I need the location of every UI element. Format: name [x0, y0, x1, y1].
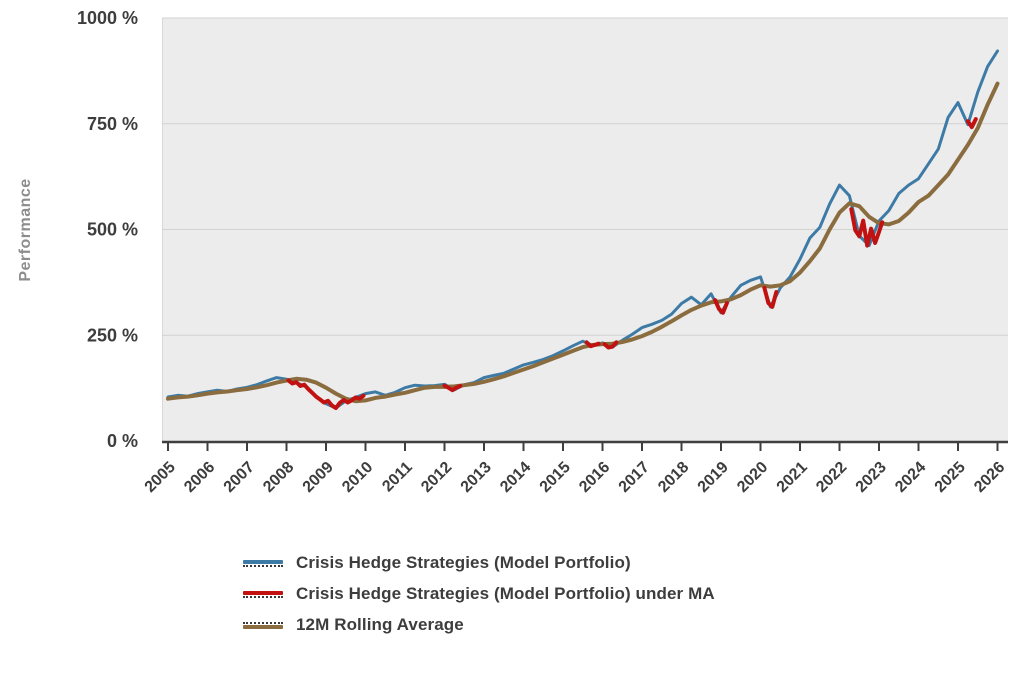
legend-swatch-blue-line [243, 559, 283, 567]
x-tick-label: 2025 [932, 459, 969, 496]
legend-item-model-portfolio[interactable]: Crisis Hedge Strategies (Model Portfolio… [243, 553, 715, 573]
x-tick-label: 2008 [260, 459, 297, 496]
blue-line-swatch [243, 559, 283, 564]
x-tick-label: 2009 [300, 459, 337, 496]
series-under-ma-segment-4 [713, 298, 729, 315]
series-under-ma-segment-6 [849, 207, 885, 248]
x-tick-label: 2016 [576, 459, 613, 496]
x-tick-label: 2019 [695, 459, 732, 496]
x-tick-label: 2007 [221, 459, 258, 496]
series-under-ma-segment-2 [584, 340, 601, 349]
x-tick-label: 2012 [418, 459, 455, 496]
y-axis-title: Performance [17, 178, 34, 281]
legend-label: Crisis Hedge Strategies (Model Portfolio… [296, 553, 631, 572]
legend-item-under-ma[interactable]: Crisis Hedge Strategies (Model Portfolio… [243, 584, 715, 604]
series-under-ma-segment-0 [286, 378, 366, 410]
y-tick-label: 250 % [87, 325, 138, 345]
x-axis-labels: 2005 2006 2007 2008 2009 2010 2011 2012 2013 2014… [142, 459, 1009, 496]
x-tick-label: 2024 [892, 459, 929, 496]
y-tick-label: 1000 % [77, 8, 138, 28]
series-under-ma-segment-1 [442, 383, 463, 393]
chart-series [166, 49, 1000, 410]
legend-item-rolling-average[interactable]: 12M Rolling Average [243, 615, 715, 635]
legend-swatch-brown-line [243, 621, 283, 629]
x-tick-label: 2018 [655, 459, 692, 496]
x-tick-label: 2021 [774, 459, 811, 496]
x-tick-label: 2013 [458, 459, 495, 496]
x-tick-label: 2026 [971, 459, 1008, 496]
legend-label: Crisis Hedge Strategies (Model Portfolio… [296, 584, 715, 603]
brown-line-swatch [243, 624, 283, 629]
x-tick-label: 2014 [497, 459, 534, 496]
series-under-ma-segment-3 [602, 340, 619, 350]
chart-legend: Crisis Hedge Strategies (Model Portfolio… [243, 553, 715, 635]
series-under-ma-segment-5 [762, 285, 779, 309]
y-axis-labels: 1000 % 750 % 500 % 250 % 0 % [77, 8, 138, 451]
x-tick-label: 2010 [339, 459, 376, 496]
dotted-line-swatch [243, 564, 283, 567]
red-line-swatch [243, 590, 283, 595]
series-under-ma-segment-7 [965, 117, 978, 130]
series-rolling-average-line [166, 81, 1000, 404]
y-tick-label: 0 % [107, 431, 138, 451]
x-tick-label: 2005 [142, 459, 179, 496]
x-tick-label: 2006 [181, 459, 218, 496]
x-tick-label: 2017 [616, 459, 653, 496]
x-tick-label: 2011 [379, 459, 416, 496]
x-tick-label: 2020 [734, 459, 771, 496]
x-tick-label: 2022 [813, 459, 850, 496]
y-tick-label: 500 % [87, 220, 138, 240]
dotted-line-swatch [243, 595, 283, 598]
gridlines [162, 17, 1008, 336]
y-tick-label: 750 % [87, 114, 138, 134]
legend-label: 12M Rolling Average [296, 615, 464, 634]
x-tick-label: 2023 [853, 459, 890, 496]
legend-swatch-red-line [243, 590, 283, 598]
dotted-line-swatch [243, 621, 283, 624]
x-axis [162, 440, 1008, 451]
x-tick-label: 2015 [537, 459, 574, 496]
